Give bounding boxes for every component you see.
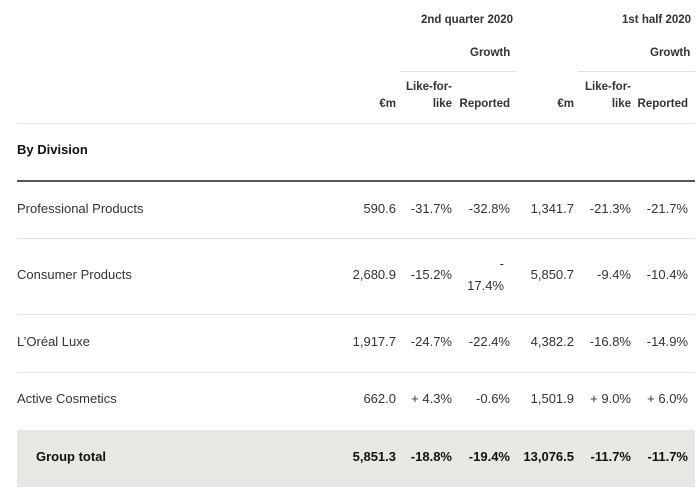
q2-reported-value: -0.6% (476, 391, 510, 406)
h1-lfl-value: + 9.0% (590, 391, 631, 406)
header-rule (17, 123, 695, 124)
q2-reported-value: -32.8% (468, 201, 510, 216)
h1-reported-header: Reported (637, 98, 688, 110)
q2-lfl-header-line1: Like-for- (406, 81, 452, 93)
q2-em-value: 590.6 (363, 201, 396, 216)
total-q2-lfl-value: -18.8% (410, 449, 452, 464)
h1-em-value: 1,341.7 (530, 201, 574, 216)
h1-lfl-value: -9.4% (597, 267, 631, 282)
row-rule-3 (17, 372, 695, 373)
h1-lfl-header-line1: Like-for- (585, 81, 631, 93)
division-name: Consumer Products (17, 267, 132, 282)
q2-lfl-value: -24.7% (410, 334, 452, 349)
q2-reported-value-line1: - (499, 256, 504, 271)
division-name: Professional Products (17, 201, 144, 216)
q2-em-value: 1,917.7 (352, 334, 396, 349)
q2-lfl-value: -15.2% (410, 267, 452, 282)
h1-em-value: 5,850.7 (530, 267, 574, 282)
total-h1-reported-value: -11.7% (647, 449, 688, 464)
h1-lfl-header-line2: like (611, 98, 631, 110)
h1-lfl-value: -21.3% (589, 201, 631, 216)
row-rule-1 (17, 238, 695, 239)
q2-reported-header: Reported (459, 98, 510, 110)
h1-em-value: 4,382.2 (530, 334, 574, 349)
h1-reported-value: + 6.0% (647, 391, 688, 406)
division-name: Active Cosmetics (17, 391, 117, 406)
q2-growth-header: Growth (470, 47, 511, 59)
total-h1-em-value: 13,076.5 (523, 449, 574, 464)
q2-growth-rule (400, 71, 516, 72)
h1-reported-value: -14.9% (646, 334, 688, 349)
h1-growth-rule (578, 71, 695, 72)
section-title: By Division (17, 142, 88, 157)
q2-lfl-header-line2: like (432, 98, 452, 110)
total-q2-em-value: 5,851.3 (352, 449, 396, 464)
division-name: L’Oréal Luxe (17, 334, 90, 349)
q2-em-value: 2,680.9 (352, 267, 396, 282)
h1-em-header: €m (557, 98, 574, 110)
h1-lfl-value: -16.8% (589, 334, 631, 349)
h1-growth-header: Growth (650, 47, 691, 59)
group-total-label: Group total (36, 449, 107, 464)
q2-reported-value: -22.4% (468, 334, 510, 349)
total-h1-lfl-value: -11.7% (590, 449, 631, 464)
section-rule (17, 180, 695, 182)
h1-period-header: 1st half 2020 (622, 14, 692, 26)
h1-em-value: 1,501.9 (530, 391, 574, 406)
h1-reported-value: -10.4% (646, 267, 688, 282)
h1-reported-value: -21.7% (646, 201, 688, 216)
q2-period-header: 2nd quarter 2020 (421, 14, 514, 26)
row-rule-2 (17, 314, 695, 315)
q2-lfl-value: -31.7% (410, 201, 452, 216)
q2-lfl-value: + 4.3% (411, 391, 452, 406)
q2-em-header: €m (379, 98, 396, 110)
total-q2-reported-value: -19.4% (468, 449, 510, 464)
q2-em-value: 662.0 (363, 391, 396, 406)
q2-reported-value-line2: 17.4% (467, 278, 504, 293)
group-total-background (17, 430, 695, 487)
